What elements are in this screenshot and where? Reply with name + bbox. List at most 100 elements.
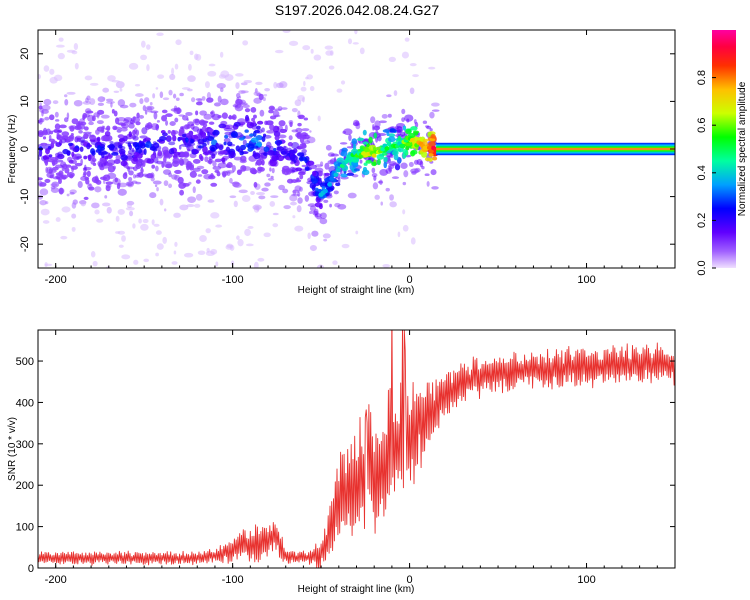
ridge-blob: [389, 128, 397, 133]
colorbar-tick-label: 0.2: [696, 213, 708, 228]
noise-blob: [206, 92, 212, 99]
noise-blob: [39, 188, 49, 196]
noise-blob: [291, 108, 298, 113]
ridge-blob: [172, 134, 177, 142]
ridge-blob: [144, 137, 151, 142]
peak-spot: [344, 158, 350, 164]
noise-blob: [44, 263, 53, 267]
ridge-blob: [186, 133, 191, 139]
noise-blob: [66, 91, 76, 95]
noise-blob: [297, 197, 303, 204]
noise-blob: [143, 258, 150, 263]
noise-blob: [128, 123, 135, 129]
noise-blob: [348, 134, 352, 141]
noise-blob: [355, 230, 359, 235]
noise-blob: [131, 180, 138, 184]
ridge-blob: [263, 146, 270, 153]
noise-blob: [130, 116, 141, 123]
noise-blob: [102, 87, 110, 93]
noise-blob: [296, 205, 302, 213]
noise-blob: [235, 82, 240, 90]
ridge-blob: [114, 117, 120, 125]
ridge-blob: [201, 169, 209, 175]
noise-blob: [85, 97, 89, 104]
noise-blob: [421, 165, 425, 170]
ridge-blob: [311, 170, 317, 177]
ridge-blob: [118, 144, 123, 149]
ridge-blob: [240, 165, 247, 172]
ridge-blob: [299, 174, 304, 180]
ridge-blob: [82, 112, 88, 119]
ridge-blob: [49, 174, 54, 179]
noise-blob: [235, 73, 244, 77]
noise-blob: [256, 205, 260, 212]
noise-blob: [297, 191, 301, 197]
ridge-blob: [373, 132, 378, 139]
noise-blob: [402, 209, 406, 215]
noise-blob: [238, 95, 242, 99]
noise-blob: [347, 192, 357, 199]
ridge-blob: [68, 159, 74, 164]
noise-blob: [264, 88, 271, 92]
noise-blob: [119, 104, 129, 109]
ridge-blob: [277, 155, 285, 162]
noise-blob: [50, 187, 60, 193]
noise-blob: [277, 106, 283, 111]
noise-blob: [391, 176, 400, 180]
noise-blob: [311, 230, 319, 237]
ridge-blob: [251, 117, 256, 122]
ridge-blob: [86, 170, 91, 177]
ridge-blob: [326, 187, 334, 192]
ridge-blob: [221, 157, 226, 163]
noise-blob: [379, 168, 389, 176]
noise-blob: [142, 218, 149, 224]
ridge-blob: [104, 136, 108, 141]
noise-blob: [316, 216, 322, 220]
ridge-blob: [165, 151, 169, 159]
noise-blob: [162, 169, 172, 175]
ridge-blob: [202, 146, 208, 153]
ridge-blob: [208, 121, 215, 125]
ridge-blob: [107, 165, 116, 173]
ridge-blob: [183, 124, 190, 130]
y-tick-label: 10: [19, 95, 31, 107]
ridge-blob: [38, 105, 43, 110]
ridge-blob: [297, 152, 305, 157]
noise-blob: [140, 54, 148, 61]
noise-blob: [271, 167, 275, 174]
noise-blob: [38, 194, 43, 200]
ridge-blob: [387, 136, 396, 143]
noise-blob: [409, 87, 415, 95]
ridge-blob: [48, 138, 55, 142]
noise-blob: [133, 259, 139, 265]
noise-blob: [188, 63, 192, 71]
noise-blob: [428, 66, 436, 70]
noise-blob: [171, 67, 175, 75]
noise-blob: [341, 243, 350, 249]
ridge-blob: [269, 115, 277, 120]
ridge-blob: [38, 149, 43, 157]
ridge-blob: [76, 137, 81, 142]
noise-blob: [210, 212, 220, 219]
noise-blob: [117, 99, 126, 107]
noise-blob: [303, 140, 311, 145]
ridge-blob: [195, 101, 203, 106]
noise-blob: [100, 114, 110, 119]
y-tick-label: -10: [19, 189, 31, 205]
ridge-blob: [83, 133, 89, 140]
noise-blob: [287, 301, 291, 304]
noise-blob: [402, 224, 409, 232]
noise-blob: [424, 173, 430, 177]
noise-blob: [302, 45, 311, 51]
y-tick-label: 100: [16, 522, 34, 534]
ridge-blob: [186, 164, 190, 171]
noise-blob: [151, 219, 155, 225]
noise-blob: [324, 45, 334, 50]
noise-blob: [88, 121, 94, 126]
ridge-blob: [38, 119, 42, 124]
noise-blob: [264, 182, 271, 187]
noise-blob: [203, 113, 213, 120]
colorbar-tick-label: 0.0: [696, 260, 708, 275]
noise-blob: [187, 75, 196, 82]
ridge-blob: [45, 156, 50, 160]
